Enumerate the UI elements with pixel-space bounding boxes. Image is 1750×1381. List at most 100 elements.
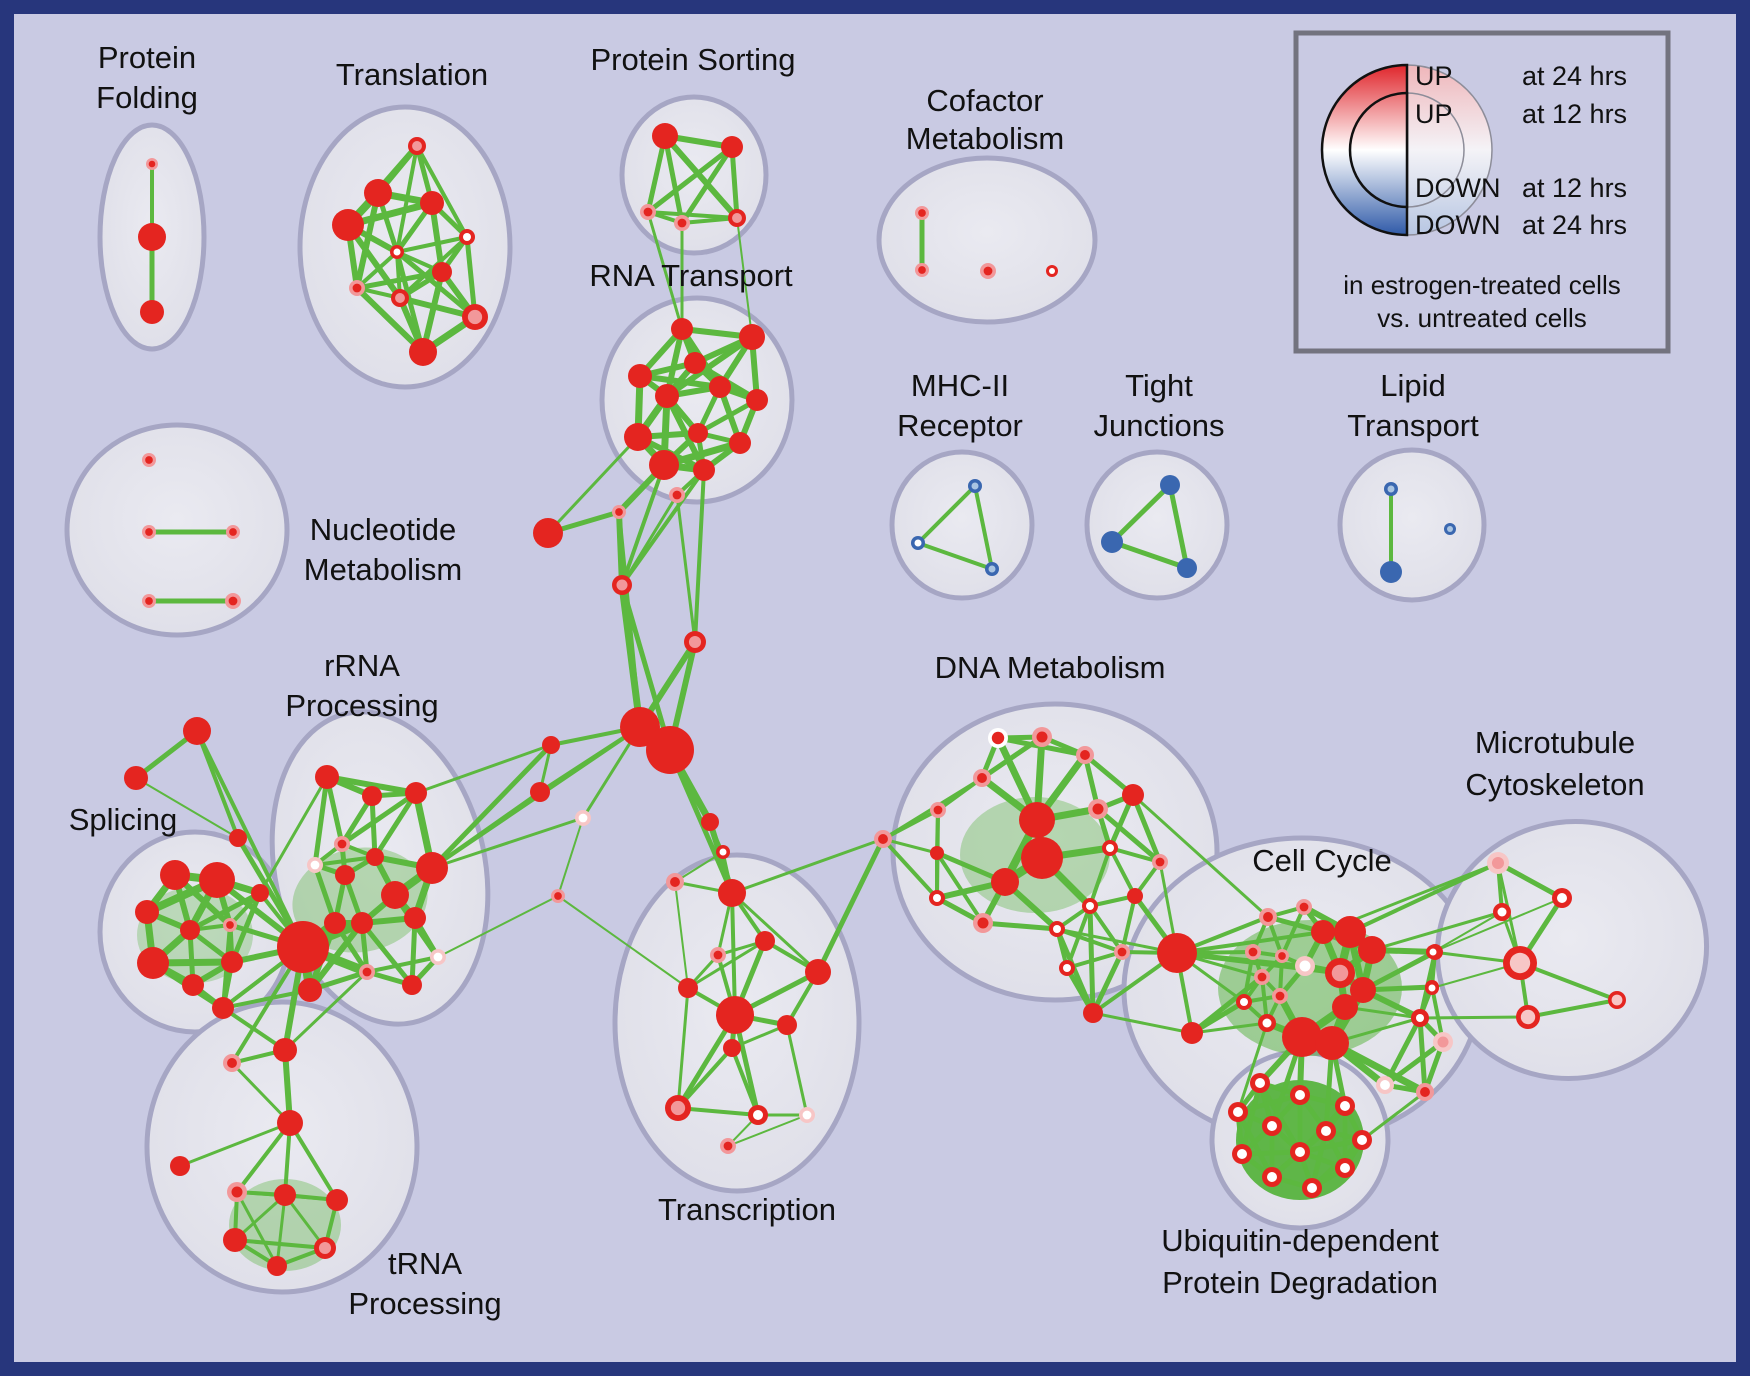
gene-node-cc xyxy=(1315,1026,1349,1060)
gene-node-core xyxy=(1387,485,1395,493)
gene-node-cc xyxy=(1350,977,1376,1003)
edge xyxy=(1417,1015,1428,1095)
gene-node-cc xyxy=(1181,1022,1203,1044)
edge xyxy=(359,920,415,988)
gene-node-core xyxy=(1321,1126,1331,1136)
cluster-ellipse-co xyxy=(876,155,1098,325)
gene-node-core xyxy=(1248,947,1258,957)
gene-node-tn xyxy=(273,1038,297,1062)
gene-node-core xyxy=(933,805,943,815)
edge xyxy=(437,895,559,958)
gene-node-core xyxy=(1331,964,1349,982)
edge xyxy=(1328,1039,1429,1096)
edge xyxy=(1190,1021,1269,1035)
edge xyxy=(973,484,994,571)
gene-node-core xyxy=(1117,947,1127,957)
gene-node-rr xyxy=(298,978,322,1002)
gene-node-core xyxy=(670,1100,686,1116)
gene-node-core xyxy=(1497,907,1507,917)
gene-node-ps xyxy=(721,136,743,158)
gene-node-pf xyxy=(138,223,166,251)
gene-node-core xyxy=(226,921,234,929)
edge xyxy=(1432,897,1563,953)
gene-node-core xyxy=(145,528,153,536)
cluster-label-translation: Translation xyxy=(336,57,488,92)
gene-node-rt xyxy=(688,423,708,443)
gene-node-tr xyxy=(409,338,437,366)
cluster-label-mhc2: Receptor xyxy=(897,408,1023,443)
gene-node-tr xyxy=(364,179,392,207)
cluster-label-cell-cycle: Cell Cycle xyxy=(1252,843,1392,878)
gene-node-rr xyxy=(335,865,355,885)
gene-node-rt xyxy=(655,384,679,408)
cluster-label-protein-folding: Folding xyxy=(96,80,198,115)
edge xyxy=(664,334,755,399)
gene-node-tr xyxy=(432,262,452,282)
gene-node-core xyxy=(1447,526,1453,532)
edge xyxy=(1108,846,1137,898)
gene-node-core xyxy=(1420,1087,1430,1097)
edge xyxy=(464,234,478,320)
edge xyxy=(372,790,419,860)
gene-node-core xyxy=(1295,1147,1305,1157)
gene-node-core xyxy=(670,877,680,887)
edge xyxy=(394,249,426,355)
gene-node-core xyxy=(971,482,979,490)
gene-node-cc xyxy=(1282,1017,1322,1057)
gene-node-core xyxy=(227,1058,237,1068)
gene-node-core xyxy=(362,967,372,977)
edge xyxy=(369,793,378,860)
gene-node-core xyxy=(988,565,996,573)
edge xyxy=(815,836,886,975)
gene-node-core xyxy=(318,1241,332,1255)
gene-node-core xyxy=(1491,856,1505,870)
gene-node-li xyxy=(1380,561,1402,583)
gene-node-rr xyxy=(366,848,384,866)
legend-direction-label: UP xyxy=(1415,99,1453,129)
edge xyxy=(430,816,585,870)
cluster-ellipse-mh xyxy=(889,449,1035,601)
edge xyxy=(1235,1092,1303,1115)
gene-node-core xyxy=(753,1110,763,1120)
cluster-label-trna-processing: tRNA xyxy=(388,1246,462,1281)
edge xyxy=(676,986,690,1110)
edge xyxy=(637,373,723,390)
edge xyxy=(662,133,685,226)
gene-node-core xyxy=(352,283,362,293)
cluster-label-cofactor: Metabolism xyxy=(906,121,1065,156)
cluster-label-trna-processing: Processing xyxy=(348,1286,501,1321)
gene-node-core xyxy=(1278,952,1286,960)
gene-node-core xyxy=(1092,803,1104,815)
gene-node-rr xyxy=(362,786,382,806)
gene-node-core xyxy=(1267,1172,1277,1182)
gene-node-rt xyxy=(746,389,768,411)
gene-node-tn xyxy=(223,1228,247,1252)
gene-node-rr xyxy=(315,765,339,789)
gene-node-rr xyxy=(416,852,448,884)
edge xyxy=(187,890,263,933)
gene-node-tn xyxy=(267,1256,287,1276)
edge xyxy=(916,484,977,545)
gene-node-cc xyxy=(1358,936,1386,964)
legend-time-label: at 12 hrs xyxy=(1522,99,1627,129)
gene-node-tn xyxy=(326,1189,348,1211)
cluster-label-nucleotide: Nucleotide xyxy=(310,512,456,547)
edge xyxy=(1065,904,1092,970)
gene-node-rt xyxy=(693,459,715,481)
gene-node-core xyxy=(1267,1121,1277,1131)
gene-node-core xyxy=(977,917,989,929)
gene-node-core xyxy=(578,813,588,823)
gene-node-core xyxy=(1063,964,1071,972)
gene-node-core xyxy=(1340,1101,1350,1111)
edge xyxy=(1131,793,1270,919)
gene-node-core xyxy=(1086,902,1094,910)
gene-node-core xyxy=(983,266,993,276)
edge xyxy=(355,250,399,290)
edge xyxy=(1189,974,1265,1036)
gene-node-core xyxy=(395,293,405,303)
edge xyxy=(1130,792,1163,865)
edge xyxy=(409,915,418,988)
edge xyxy=(785,1023,809,1117)
